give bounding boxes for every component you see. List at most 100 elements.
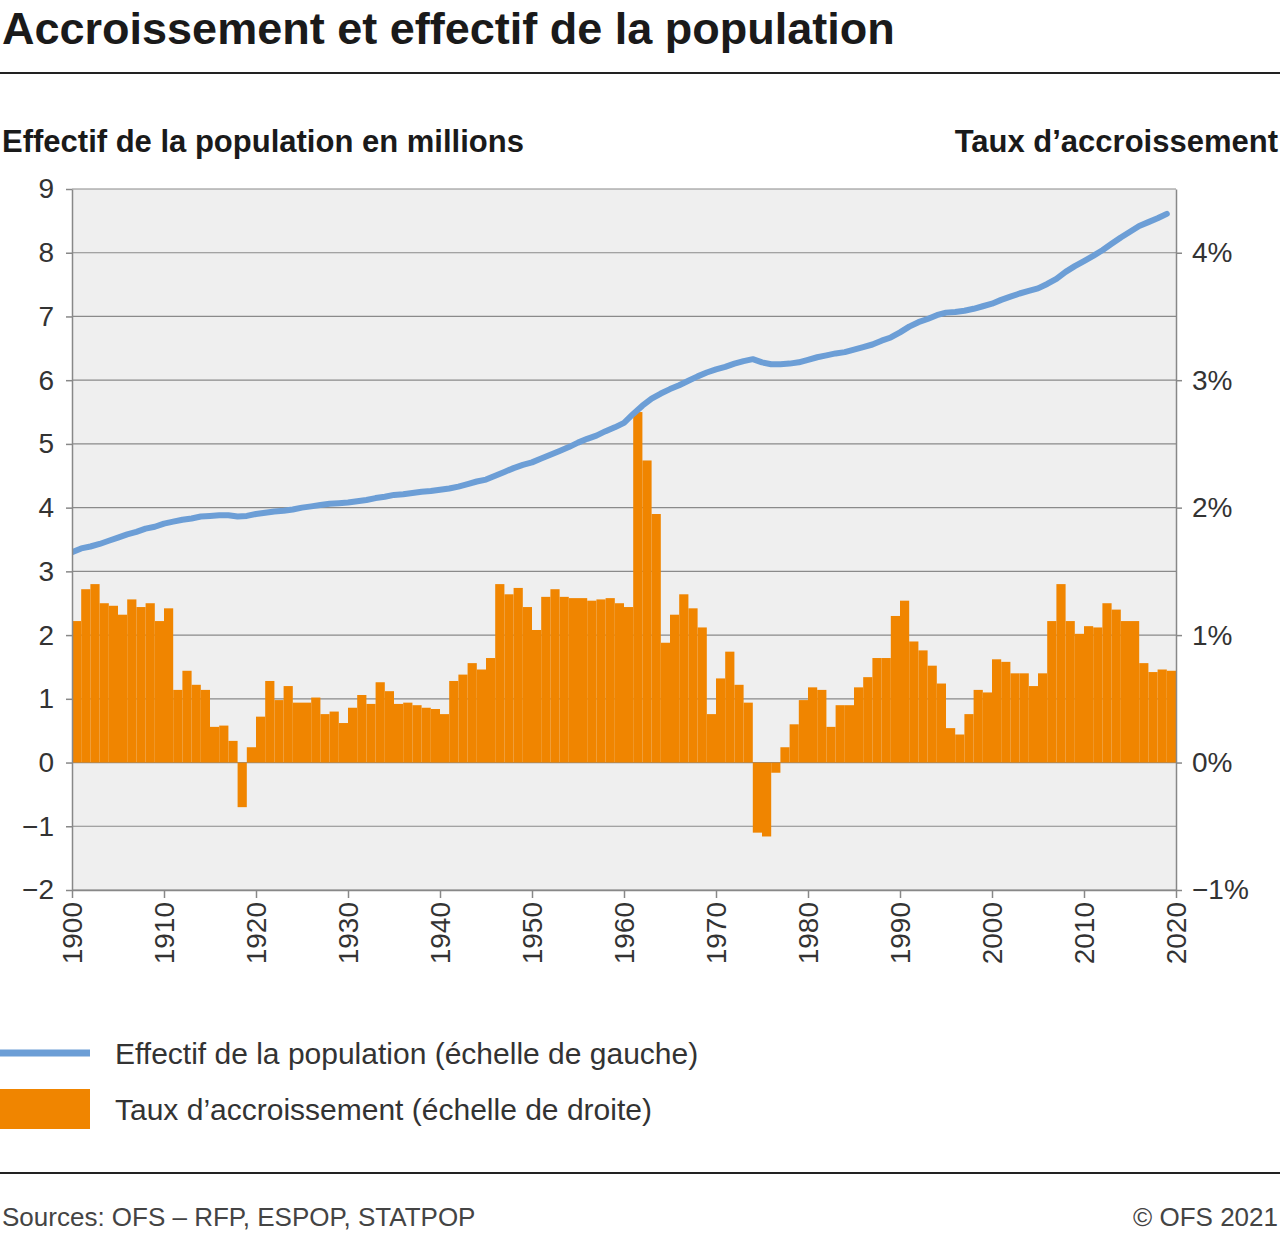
bar bbox=[192, 685, 201, 763]
tick-mark bbox=[348, 890, 350, 898]
tick: −1 bbox=[22, 811, 72, 842]
grid-line bbox=[72, 826, 1176, 827]
bar bbox=[357, 695, 366, 763]
tick-mark bbox=[1176, 380, 1182, 382]
bar bbox=[311, 698, 320, 763]
tick-label: 1920 bbox=[241, 902, 272, 964]
bar bbox=[127, 599, 136, 762]
tick-label: −1 bbox=[22, 811, 54, 842]
bar bbox=[72, 621, 81, 762]
bar bbox=[578, 598, 587, 762]
bar bbox=[550, 589, 559, 762]
bar bbox=[440, 714, 449, 762]
bar bbox=[155, 621, 164, 762]
tick-mark bbox=[992, 890, 994, 898]
bar bbox=[1112, 610, 1121, 763]
tick-mark bbox=[66, 890, 72, 892]
y-axis-title: Effectif de la population en millions bbox=[2, 124, 524, 159]
tick-label: 7 bbox=[38, 301, 54, 332]
bar bbox=[431, 709, 440, 763]
tick: 4 bbox=[38, 492, 72, 523]
y2-axis: −1%0%1%2%3%4% bbox=[1176, 190, 1249, 906]
tick: 0 bbox=[38, 747, 72, 778]
bar bbox=[366, 704, 375, 763]
source: Sources: OFS – RFP, ESPOP, STATPOP bbox=[2, 1202, 475, 1232]
grid-line bbox=[72, 507, 1176, 508]
tick: 1920 bbox=[241, 890, 272, 964]
bar bbox=[458, 675, 467, 763]
bar bbox=[872, 658, 881, 763]
legend-label: Taux d’accroissement (échelle de droite) bbox=[115, 1093, 652, 1126]
bar bbox=[679, 594, 688, 762]
bar bbox=[560, 597, 569, 763]
tick: 3 bbox=[38, 556, 72, 587]
tick-label: 5 bbox=[38, 428, 54, 459]
tick-label: 1970 bbox=[701, 902, 732, 964]
bar bbox=[1066, 621, 1075, 762]
bar bbox=[937, 684, 946, 763]
legend: Effectif de la population (échelle de ga… bbox=[0, 1037, 698, 1129]
bar bbox=[412, 705, 421, 762]
bar bbox=[661, 643, 670, 763]
tick-mark bbox=[256, 890, 258, 898]
bar bbox=[1047, 621, 1056, 762]
tick: 7 bbox=[38, 301, 72, 332]
tick: 1950 bbox=[517, 890, 548, 964]
tick: 2020 bbox=[1161, 890, 1192, 964]
tick-label: 3% bbox=[1192, 365, 1232, 396]
tick: 1 bbox=[38, 683, 72, 714]
tick: 1960 bbox=[609, 890, 640, 964]
bar bbox=[707, 714, 716, 762]
bar bbox=[946, 728, 955, 762]
bar bbox=[734, 685, 743, 763]
bar bbox=[652, 514, 661, 763]
bar bbox=[339, 723, 348, 763]
bar bbox=[891, 616, 900, 763]
bar bbox=[928, 666, 937, 763]
title: Accroissement et effectif de la populati… bbox=[2, 3, 895, 54]
bar bbox=[256, 717, 265, 763]
bar bbox=[863, 677, 872, 762]
bar bbox=[1148, 672, 1157, 762]
bar bbox=[504, 594, 513, 762]
bar bbox=[587, 601, 596, 763]
tick-label: 0 bbox=[38, 747, 54, 778]
tick: 6 bbox=[38, 365, 72, 396]
bar bbox=[1102, 603, 1111, 762]
bar bbox=[1167, 671, 1176, 763]
tick-mark bbox=[66, 252, 72, 254]
tick-mark bbox=[624, 890, 626, 898]
bar bbox=[385, 691, 394, 762]
grid-line bbox=[72, 188, 1176, 189]
tick: 2000 bbox=[977, 890, 1008, 964]
tick: 1940 bbox=[425, 890, 456, 964]
tick: 1900 bbox=[57, 890, 88, 964]
bar bbox=[1139, 663, 1148, 762]
tick-label: 1940 bbox=[425, 902, 456, 964]
tick-label: 1950 bbox=[517, 902, 548, 964]
tick-label: 1910 bbox=[149, 902, 180, 964]
tick-mark bbox=[66, 826, 72, 828]
bar bbox=[541, 597, 550, 763]
bar bbox=[468, 663, 477, 762]
tick-label: 2 bbox=[38, 620, 54, 651]
bar bbox=[394, 704, 403, 763]
tick-label: 1% bbox=[1192, 620, 1232, 651]
tick-label: 1990 bbox=[885, 902, 916, 964]
bar bbox=[642, 460, 651, 762]
tick-mark bbox=[66, 507, 72, 509]
bar bbox=[495, 584, 504, 762]
bar bbox=[1093, 627, 1102, 762]
tick-mark bbox=[66, 189, 72, 191]
grid bbox=[72, 189, 1176, 890]
bar bbox=[330, 712, 339, 763]
bar-series bbox=[72, 412, 1176, 836]
y-axis: −2−10123456789 bbox=[22, 173, 72, 905]
bar bbox=[762, 763, 771, 837]
bar bbox=[983, 692, 992, 762]
grid-line bbox=[72, 571, 1176, 572]
bar bbox=[845, 705, 854, 762]
tick-label: 4 bbox=[38, 492, 54, 523]
bar bbox=[81, 589, 90, 762]
tick: 0% bbox=[1176, 747, 1232, 778]
